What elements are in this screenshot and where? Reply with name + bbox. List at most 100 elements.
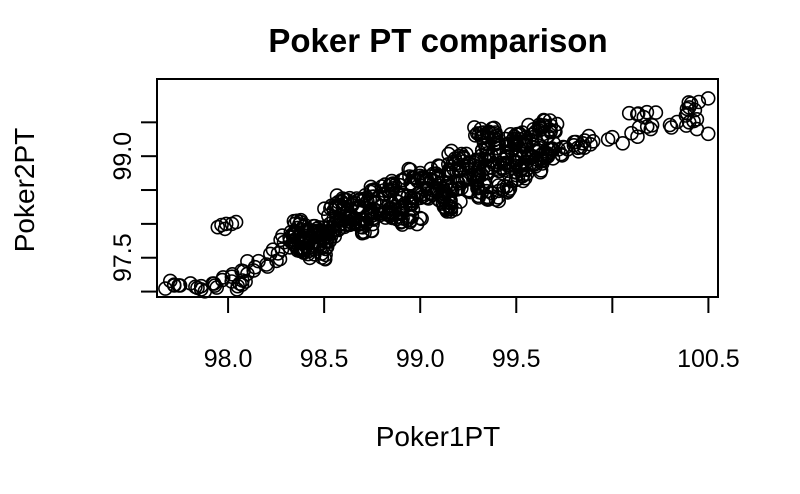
data-point bbox=[412, 168, 428, 184]
data-point bbox=[430, 158, 446, 173]
data-point bbox=[276, 234, 292, 250]
data-point bbox=[414, 170, 430, 185]
data-point bbox=[394, 214, 410, 229]
data-point bbox=[534, 156, 550, 171]
data-point bbox=[207, 278, 223, 293]
data-point bbox=[422, 171, 438, 187]
data-point bbox=[274, 242, 290, 257]
data-point bbox=[542, 122, 558, 137]
data-point bbox=[386, 202, 402, 217]
data-points bbox=[158, 91, 716, 299]
data-point bbox=[583, 137, 598, 152]
chart-title: Poker PT comparison bbox=[268, 22, 607, 59]
data-point bbox=[488, 192, 504, 207]
data-point bbox=[573, 140, 589, 155]
data-point bbox=[363, 179, 379, 195]
data-point bbox=[402, 214, 418, 230]
data-point bbox=[679, 101, 695, 117]
y-tick-label: 99.0 bbox=[109, 132, 137, 181]
data-point bbox=[344, 198, 360, 213]
data-point bbox=[700, 91, 716, 106]
y-axis-label: Poker2PT bbox=[9, 128, 40, 253]
data-point bbox=[700, 126, 716, 142]
data-point bbox=[238, 274, 253, 289]
data-point bbox=[384, 177, 399, 192]
data-point bbox=[533, 164, 548, 180]
data-point bbox=[525, 127, 541, 142]
x-tick-label: 100.5 bbox=[677, 345, 740, 373]
data-point bbox=[171, 278, 186, 293]
data-point bbox=[636, 109, 652, 125]
data-point bbox=[290, 240, 306, 256]
data-point bbox=[318, 241, 333, 257]
data-point bbox=[491, 178, 506, 193]
data-point bbox=[246, 263, 261, 278]
data-point bbox=[581, 128, 597, 144]
data-point bbox=[454, 146, 469, 162]
data-point bbox=[478, 152, 494, 168]
data-point bbox=[319, 239, 335, 255]
y-tick-label: 97.5 bbox=[109, 233, 137, 282]
plot-frame bbox=[156, 78, 719, 298]
data-point bbox=[224, 274, 239, 289]
x-tick-label: 99.0 bbox=[396, 345, 445, 373]
data-point bbox=[621, 105, 637, 121]
data-point bbox=[193, 282, 209, 297]
data-point bbox=[600, 132, 616, 147]
data-point bbox=[679, 106, 695, 121]
data-point bbox=[480, 141, 495, 156]
data-point bbox=[214, 217, 229, 233]
data-point bbox=[506, 129, 522, 144]
data-point bbox=[409, 216, 425, 232]
data-point bbox=[357, 217, 373, 232]
data-point bbox=[499, 148, 515, 164]
data-point bbox=[528, 124, 543, 139]
data-point bbox=[503, 127, 519, 142]
data-point bbox=[662, 117, 678, 133]
data-point bbox=[319, 233, 334, 249]
data-point bbox=[234, 277, 250, 293]
data-point bbox=[458, 146, 474, 162]
data-point bbox=[285, 236, 301, 251]
data-point bbox=[163, 273, 178, 289]
data-point bbox=[524, 133, 539, 148]
data-point bbox=[296, 219, 311, 234]
data-point bbox=[691, 94, 707, 110]
x-tick-label: 98.0 bbox=[204, 345, 253, 373]
data-point bbox=[330, 194, 346, 210]
data-point bbox=[648, 105, 664, 120]
x-axis: 98.0 98.5 99.0 99.5 100.5 bbox=[204, 297, 740, 373]
data-point bbox=[300, 244, 316, 259]
data-point bbox=[228, 214, 244, 230]
data-point bbox=[215, 270, 231, 285]
data-point bbox=[443, 199, 459, 215]
data-point bbox=[183, 276, 198, 291]
data-point bbox=[506, 135, 522, 150]
data-point bbox=[265, 242, 281, 257]
data-point bbox=[210, 219, 226, 235]
data-point bbox=[357, 225, 372, 240]
data-point bbox=[438, 201, 453, 216]
data-point bbox=[158, 281, 173, 296]
data-point bbox=[401, 161, 417, 177]
y-axis: 97.5 99.0 bbox=[109, 121, 157, 293]
data-point bbox=[209, 280, 224, 295]
data-point bbox=[500, 185, 515, 200]
data-point bbox=[290, 220, 306, 236]
data-point bbox=[347, 216, 363, 231]
data-point bbox=[381, 183, 397, 198]
x-axis-label: Poker1PT bbox=[376, 421, 501, 452]
data-point bbox=[293, 243, 309, 259]
data-point bbox=[615, 136, 631, 151]
data-point bbox=[423, 161, 439, 177]
data-point bbox=[678, 108, 694, 123]
data-point bbox=[320, 208, 336, 223]
x-tick-label: 98.5 bbox=[300, 345, 349, 373]
data-point bbox=[367, 182, 383, 197]
data-point bbox=[166, 277, 182, 293]
data-point bbox=[445, 154, 461, 170]
data-point bbox=[585, 134, 601, 149]
data-point bbox=[463, 184, 478, 200]
data-point bbox=[329, 188, 345, 203]
